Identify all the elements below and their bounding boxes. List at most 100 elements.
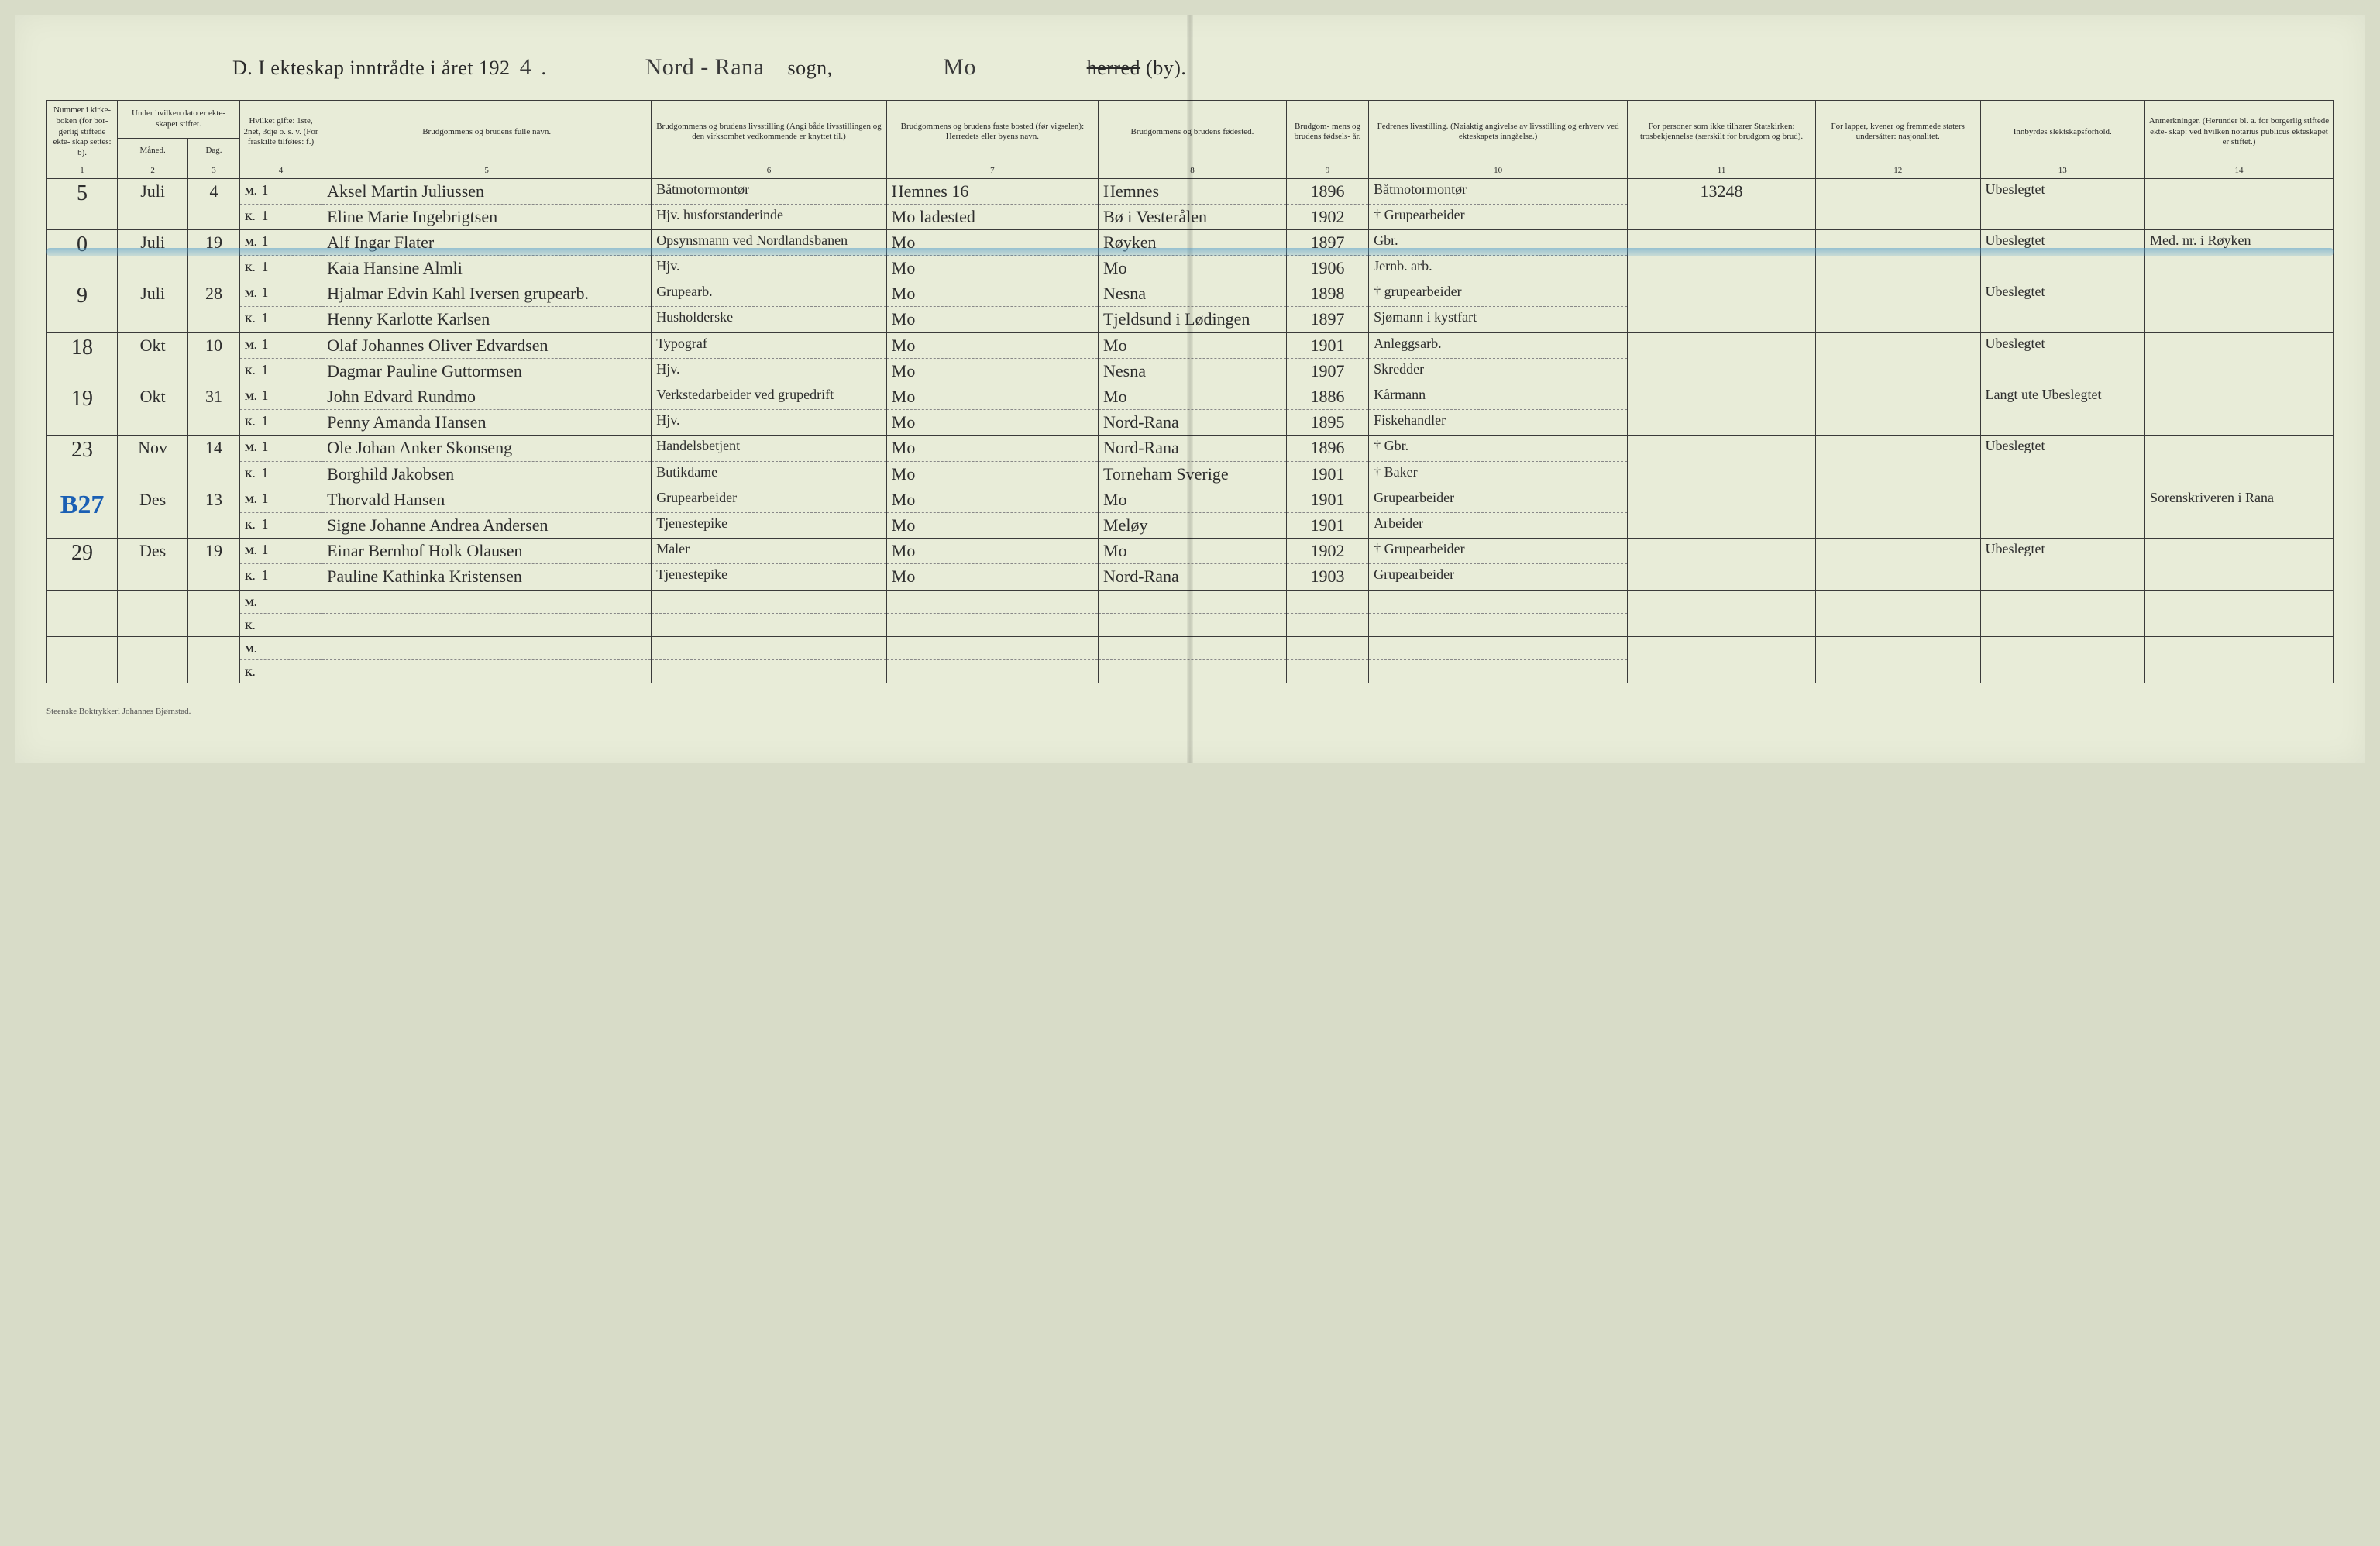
bride-bosted: Mo [886,564,1098,590]
groom-name: Ole Johan Anker Skonseng [322,436,652,461]
bride-father-occ: † Baker [1369,461,1628,487]
groom-birth-year: 1886 [1286,384,1368,410]
entry-day: 19 [188,539,240,590]
groom-father-occ: Kårmann [1369,384,1628,410]
colnum: 4 [239,164,322,178]
k-label: K. [245,620,259,632]
bride-bosted: Mo [886,307,1098,332]
k-label: K. [245,211,259,223]
bride-occupation: Hjv. [652,358,887,384]
trosbekjennelse [1628,590,1816,636]
table-row: 0Juli19M. 1Alf Ingar FlaterOpsynsmann ve… [47,229,2334,255]
entry-number: B27 [47,487,118,538]
colnum: 14 [2145,164,2334,178]
col-header-3: Hvilket gifte: 1ste, 2net, 3dje o. s. v.… [239,101,322,164]
bride-bosted [886,613,1098,636]
entry-day: 19 [188,229,240,281]
slektskap: Ubeslegtet [1980,281,2145,332]
entry-number: 19 [47,384,118,436]
slektskap: Ubeslegtet [1980,436,2145,487]
gifte-cell: M. 1 [239,229,322,255]
bride-bosted: Mo [886,461,1098,487]
groom-bosted [886,636,1098,659]
bride-bosted: Mo [886,256,1098,281]
printer-credit: Steenske Boktrykkeri Johannes Bjørnstad. [46,707,2334,716]
entry-month: Nov [118,436,188,487]
groom-bosted: Mo [886,384,1098,410]
entry-month: Des [118,487,188,538]
entry-day: 13 [188,487,240,538]
bride-fodested: Nesna [1099,358,1287,384]
trosbekjennelse [1628,281,1816,332]
k-label: K. [245,262,259,274]
colnum: 6 [652,164,887,178]
groom-birth-year: 1896 [1286,436,1368,461]
m-label: M. [245,236,259,249]
page-title-line: D. I ekteskap inntrådte i året 1924. Nor… [46,54,2334,81]
groom-fodested [1099,636,1287,659]
gifte-cell: K. 1 [239,256,322,281]
col-header-2b: Dag. [188,139,240,164]
colnum: 2 [118,164,188,178]
bride-occupation: Tjenestepike [652,564,887,590]
colnum: 11 [1628,164,1816,178]
bride-bosted: Mo [886,358,1098,384]
groom-birth-year: 1901 [1286,487,1368,512]
bride-gifte: 1 [261,259,268,274]
gifte-cell: K. 1 [239,461,322,487]
ledger-page: D. I ekteskap inntrådte i året 1924. Nor… [15,15,2365,763]
gifte-cell: K. 1 [239,512,322,538]
bride-gifte: 1 [261,413,268,429]
table-row: 5Juli4M. 1Aksel Martin JuliussenBåtmotor… [47,178,2334,204]
groom-occupation: Opsynsmann ved Nordlandsbanen [652,229,887,255]
groom-gifte: 1 [261,284,268,300]
anmerkninger [2145,384,2334,436]
groom-bosted: Mo [886,487,1098,512]
title-by-value: Mo [913,54,1006,81]
bride-birth-year: 1907 [1286,358,1368,384]
entry-number: 23 [47,436,118,487]
entry-month [118,636,188,683]
bride-occupation: Hjv. husforstanderinde [652,204,887,229]
entry-number: 29 [47,539,118,590]
groom-occupation: Typograf [652,332,887,358]
nasjonalitet [1815,332,1980,384]
bride-occupation [652,659,887,683]
bride-birth-year [1286,613,1368,636]
nasjonalitet [1815,178,1980,229]
entry-month: Okt [118,384,188,436]
gifte-cell: M. 1 [239,178,322,204]
trosbekjennelse [1628,229,1816,281]
bride-birth-year: 1897 [1286,307,1368,332]
anmerkninger [2145,178,2334,229]
bride-bosted: Mo ladested [886,204,1098,229]
groom-name: Olaf Johannes Oliver Edvardsen [322,332,652,358]
bride-name: Dagmar Pauline Guttormsen [322,358,652,384]
bride-father-occ: Grupearbeider [1369,564,1628,590]
groom-name: Hjalmar Edvin Kahl Iversen grupearb. [322,281,652,307]
groom-name: Alf Ingar Flater [322,229,652,255]
groom-bosted: Mo [886,281,1098,307]
bride-bosted [886,659,1098,683]
table-header: Nummer i kirke- boken (for bor- gerlig s… [47,101,2334,179]
k-label: K. [245,365,259,377]
bride-fodested: Bø i Vesterålen [1099,204,1287,229]
entry-day: 10 [188,332,240,384]
groom-father-occ: † grupearbeider [1369,281,1628,307]
gifte-cell: M. 1 [239,436,322,461]
nasjonalitet [1815,539,1980,590]
gifte-cell: K. 1 [239,410,322,436]
col-header-2a: Måned. [118,139,188,164]
groom-occupation: Handelsbetjent [652,436,887,461]
groom-occupation [652,636,887,659]
col-header-1: Nummer i kirke- boken (for bor- gerlig s… [47,101,118,164]
bride-birth-year: 1901 [1286,512,1368,538]
groom-name: Thorvald Hansen [322,487,652,512]
gifte-cell: K. 1 [239,204,322,229]
groom-bosted: Mo [886,229,1098,255]
bride-name: Borghild Jakobsen [322,461,652,487]
groom-fodested: Mo [1099,384,1287,410]
groom-birth-year: 1902 [1286,539,1368,564]
groom-gifte: 1 [261,336,268,352]
slektskap: Langt ute Ubeslegtet [1980,384,2145,436]
